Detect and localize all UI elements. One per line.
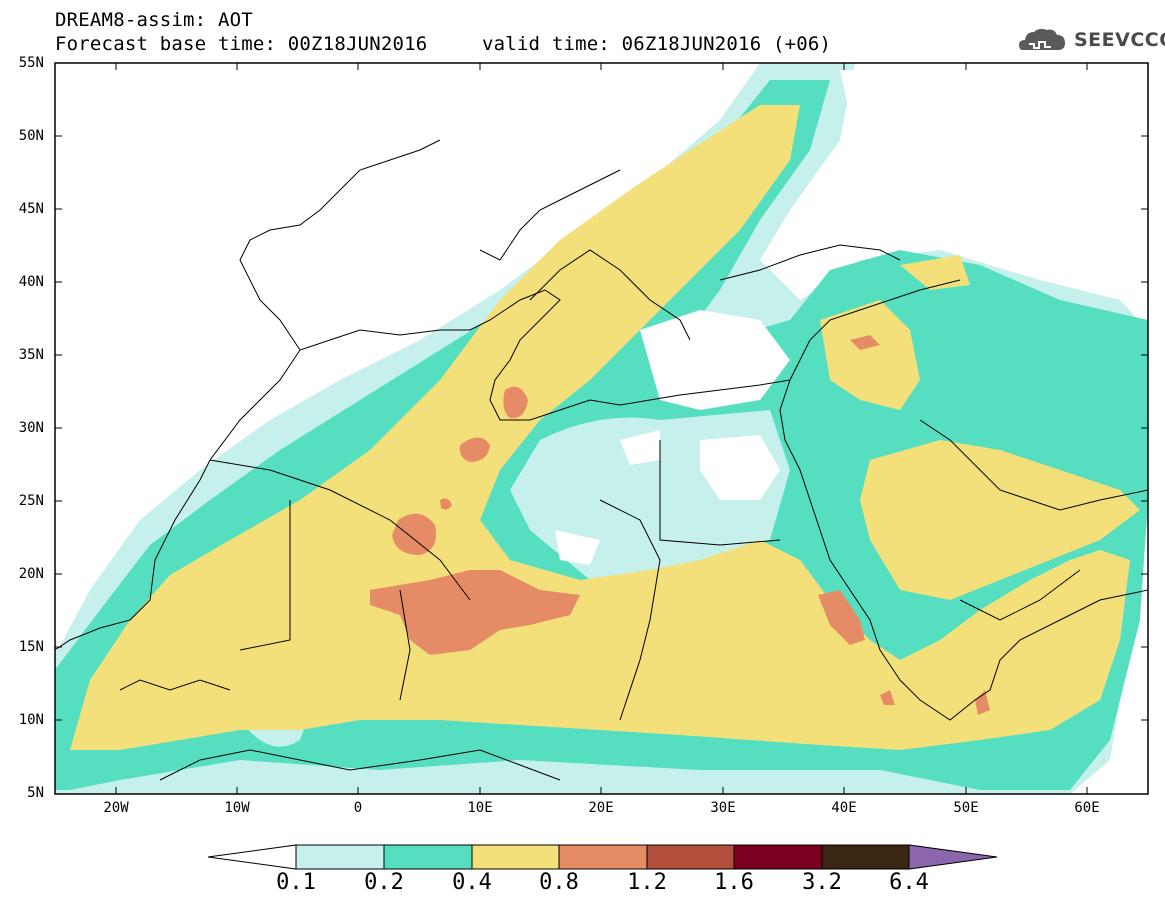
lat-label: 45N: [18, 201, 44, 217]
map-title: DREAM8-assim: AOT: [55, 9, 253, 31]
lat-label: 40N: [18, 274, 44, 290]
valid-time: valid time: 06Z18JUN2016 (+06): [482, 33, 832, 55]
coastlines: [55, 139, 1148, 781]
lat-label: 50N: [18, 128, 44, 144]
colorbar-over-arrow: [908, 844, 998, 870]
aot-fields: [55, 63, 1148, 794]
colorbar-label: 1.6: [714, 870, 754, 895]
colorbar-label: 0.1: [276, 870, 316, 895]
lat-label: 5N: [27, 785, 44, 801]
colorbar-label: 0.2: [364, 870, 404, 895]
lat-label: 20N: [18, 566, 44, 582]
colorbar-label: 3.2: [802, 870, 842, 895]
lon-label: 30E: [710, 800, 736, 816]
axis-ticks: [55, 62, 1148, 794]
lon-label: 0: [353, 800, 363, 816]
lat-label: 35N: [18, 347, 44, 363]
colorbar-label: 1.2: [627, 870, 667, 895]
colorbar-box: [558, 844, 648, 870]
lon-label: 10W: [224, 800, 250, 816]
colorbar-box: [821, 844, 910, 870]
lon-label: 50E: [953, 800, 979, 816]
colorbar-box: [471, 844, 560, 870]
colorbar-box: [733, 844, 823, 870]
colorbar-box: [646, 844, 735, 870]
lon-label: 20E: [588, 800, 614, 816]
logo-text: SEEVCCC: [1074, 29, 1165, 51]
colorbar-box: [383, 844, 473, 870]
lat-label: 10N: [18, 712, 44, 728]
lon-label: 40E: [831, 800, 857, 816]
lat-label: 25N: [18, 493, 44, 509]
colorbar-under-arrow: [207, 844, 297, 870]
forecast-base-time: Forecast base time: 00Z18JUN2016: [55, 33, 428, 55]
lon-label: 60E: [1074, 800, 1100, 816]
lat-label: 15N: [18, 639, 44, 655]
colorbar-label: 6.4: [889, 870, 929, 895]
lat-label: 55N: [18, 55, 44, 71]
lon-label: 10E: [467, 800, 493, 816]
colorbar-label: 0.8: [539, 870, 579, 895]
colorbar-box: [295, 844, 385, 870]
colorbar-label: 0.4: [452, 870, 492, 895]
lon-label: 20W: [103, 800, 129, 816]
cloud-icon: [1019, 28, 1065, 50]
lat-label: 30N: [18, 420, 44, 436]
